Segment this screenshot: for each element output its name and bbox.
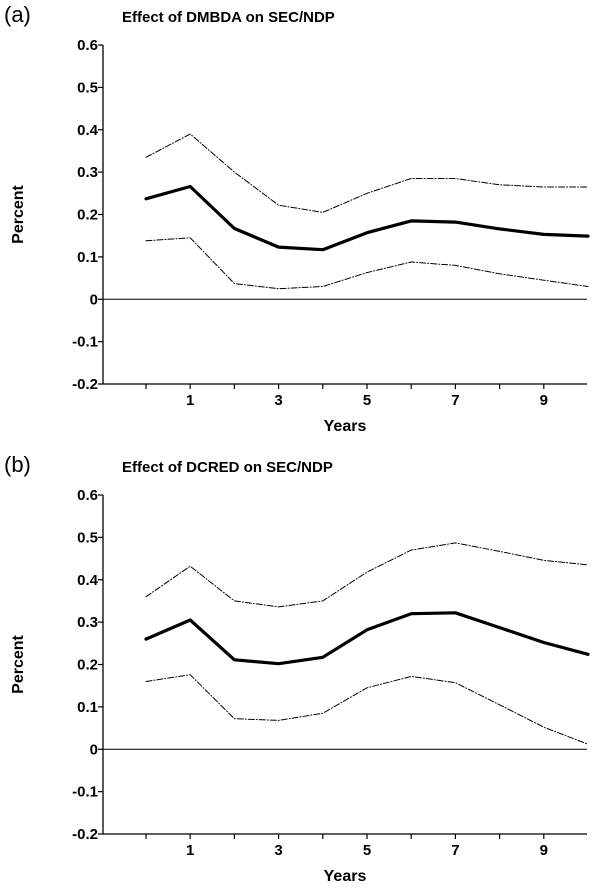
panel-label: (b)	[4, 452, 31, 477]
y-tick-label: 0.3	[77, 614, 98, 631]
y-tick-label: 0.2	[77, 207, 98, 224]
series-line-estimate	[144, 611, 590, 666]
series-line-lower	[145, 237, 589, 290]
x-tick-label: 7	[451, 842, 459, 859]
chart-title: Effect of DCRED on SEC/NDP	[122, 459, 333, 476]
x-tick-label: 9	[540, 842, 548, 859]
series-line-upper	[145, 133, 589, 213]
y-tick-label: 0.6	[77, 37, 98, 54]
y-tick-label: 0.3	[77, 164, 98, 181]
y-tick-label: -0.2	[72, 376, 98, 393]
chart-panel-a: (a) Effect of DMBDA on SEC/NDP 0.6 0.5 0.4 0.…	[4, 2, 590, 435]
x-tick-label: 1	[186, 392, 194, 409]
series-line-lower	[145, 674, 589, 745]
y-tick-label: 0	[90, 291, 98, 308]
chart-panel-b: (b) Effect of DCRED on SEC/NDP 0.6 0.5 0.4 0.…	[4, 452, 590, 885]
y-tick-label: 0.4	[77, 122, 99, 139]
y-tick-label: -0.2	[72, 826, 98, 843]
x-axis-label: Years	[324, 868, 367, 885]
y-tick-label: 0.1	[77, 249, 98, 266]
chart-title: Effect of DMBDA on SEC/NDP	[122, 9, 335, 26]
y-tick-label: 0.6	[77, 487, 98, 504]
y-tick-label: -0.1	[72, 784, 98, 801]
y-tick-label: 0.2	[77, 657, 98, 674]
x-tick-label: 5	[363, 392, 371, 409]
y-tick-label: 0.5	[77, 529, 98, 546]
y-axis-label: Percent	[10, 634, 27, 693]
x-tick-label: 9	[540, 392, 548, 409]
series-line-upper	[145, 542, 589, 608]
y-tick-label: 0.5	[77, 79, 98, 96]
x-tick-label: 7	[451, 392, 459, 409]
x-axis-label: Years	[324, 418, 367, 435]
panel-label: (a)	[4, 2, 31, 27]
series-line-estimate	[144, 184, 590, 252]
y-axis-label: Percent	[10, 184, 27, 243]
x-tick-label: 3	[274, 392, 282, 409]
y-tick-label: 0.1	[77, 699, 98, 716]
y-tick-label: -0.1	[72, 334, 98, 351]
x-tick-label: 5	[363, 842, 371, 859]
y-tick-label: 0	[90, 741, 98, 758]
y-tick-label: 0.4	[77, 572, 99, 589]
x-tick-label: 1	[186, 842, 194, 859]
x-tick-label: 3	[274, 842, 282, 859]
